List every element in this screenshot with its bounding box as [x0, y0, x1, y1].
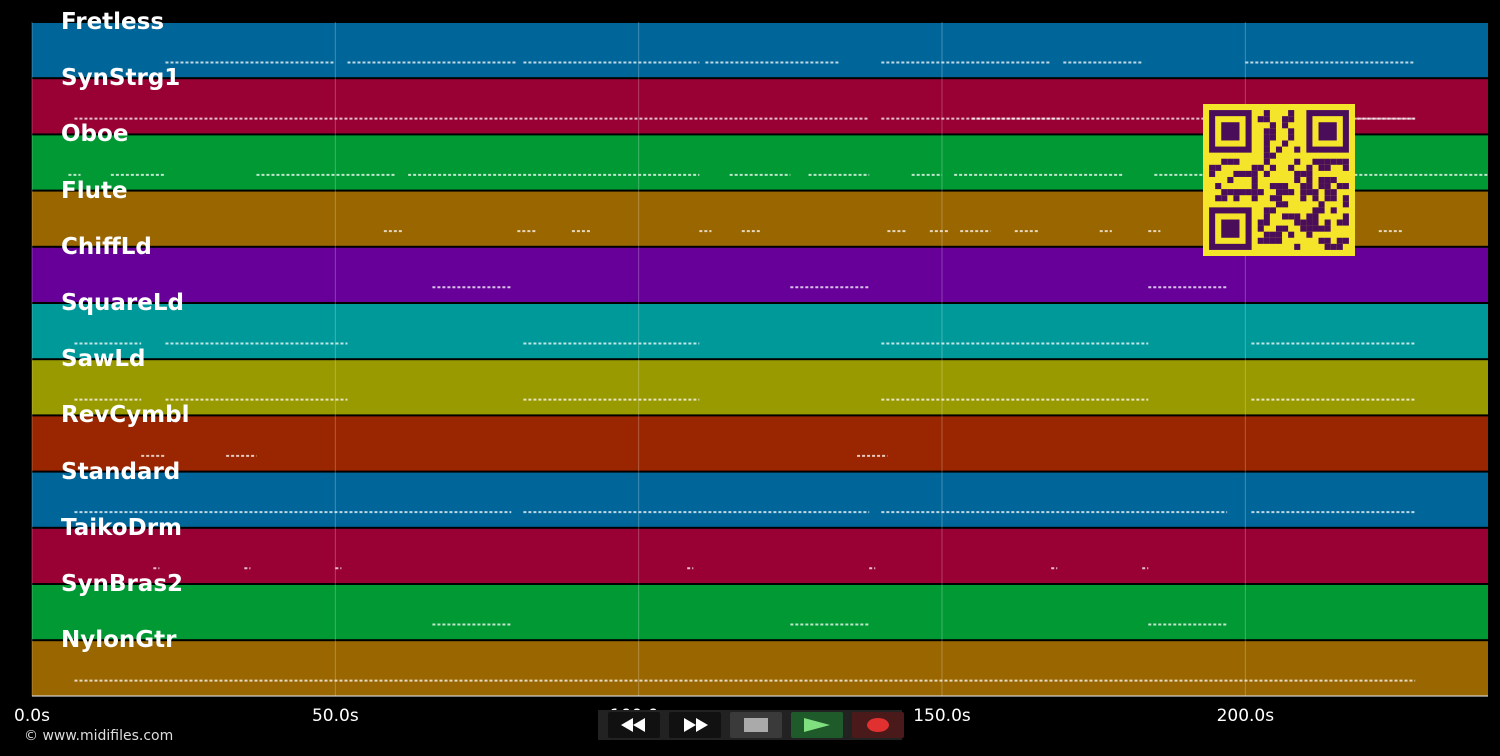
play-button[interactable]	[791, 712, 843, 738]
copyright-text: © www.midifiles.com	[24, 728, 174, 744]
track-label: SquareLd	[61, 290, 184, 316]
record-icon	[867, 718, 889, 732]
tick-label: 150.0s	[913, 706, 971, 726]
track-lane	[32, 585, 1488, 640]
fast-forward-button[interactable]	[669, 712, 721, 738]
tick-label: 200.0s	[1216, 706, 1275, 726]
track-label: SawLd	[61, 346, 146, 373]
rewind-button[interactable]	[608, 712, 660, 738]
track-lane	[32, 528, 1488, 583]
track-label: Oboe	[61, 121, 129, 148]
track-label: NylonGtr	[61, 627, 177, 654]
track-lane	[32, 641, 1488, 696]
track-label: ChiffLd	[61, 233, 152, 260]
track-label: Flute	[61, 177, 128, 204]
track-label: Fretless	[61, 9, 165, 35]
track-lane	[32, 416, 1488, 471]
qr-code-icon	[1203, 104, 1355, 256]
track-label: RevCymbl	[61, 402, 190, 429]
record-button[interactable]	[852, 712, 904, 738]
track-lane	[32, 304, 1488, 359]
fast-forward-icon	[684, 718, 708, 732]
track-label: Standard	[61, 458, 181, 485]
play-icon	[804, 718, 830, 732]
stop-button[interactable]	[730, 712, 782, 738]
transport-controls	[598, 710, 904, 740]
track-lane	[32, 247, 1488, 302]
track-label: SynStrg1	[61, 65, 181, 92]
track-lane	[32, 360, 1488, 415]
track-label: SynBras2	[61, 571, 184, 597]
tick-label: 0.0s	[14, 706, 50, 726]
track-label: TaikoDrm	[61, 514, 183, 541]
track-lane	[32, 472, 1488, 527]
track-lane	[32, 23, 1488, 78]
rewind-icon	[621, 718, 645, 732]
tick-label: 50.0s	[311, 706, 359, 726]
stop-icon	[744, 718, 768, 732]
